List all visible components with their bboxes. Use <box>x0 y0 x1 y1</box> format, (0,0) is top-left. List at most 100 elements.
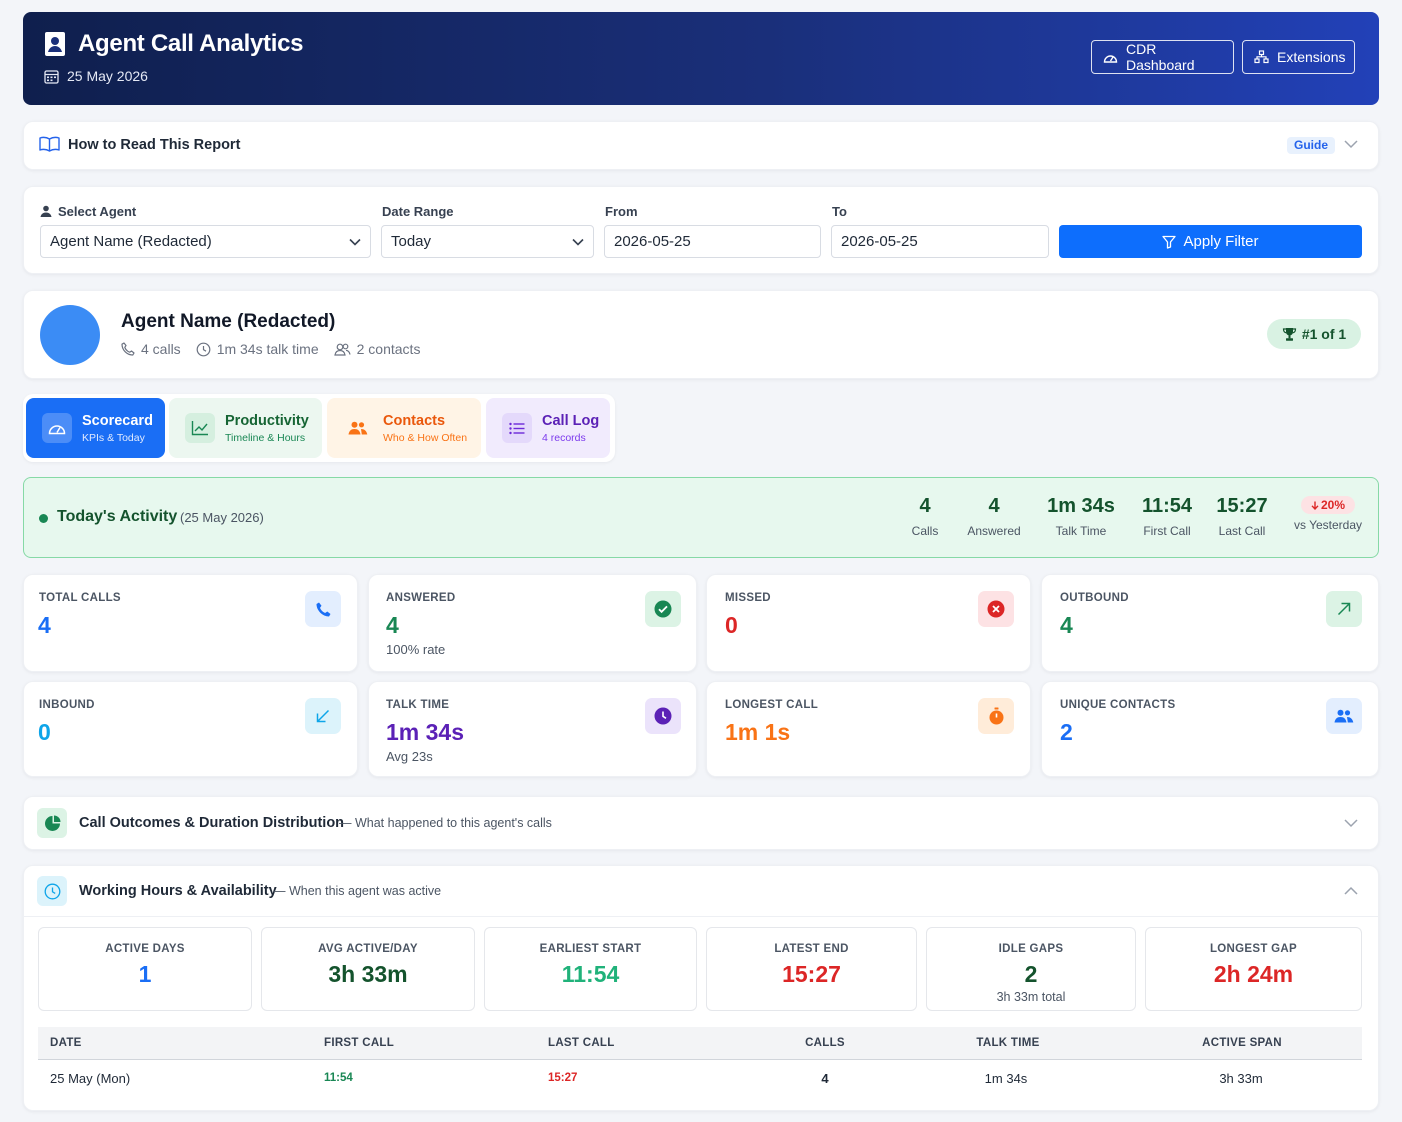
today-first-value: 11:54 <box>1141 495 1193 517</box>
kpi-missed: MISSED 0 <box>706 574 1031 672</box>
longest-gap-card: LONGEST GAP 2h 24m <box>1145 927 1362 1011</box>
chevron-down-icon <box>349 238 361 246</box>
row-date: 25 May (Mon) <box>50 1071 131 1086</box>
tab-contacts[interactable]: Contacts Who & How Often <box>327 398 481 458</box>
page-header <box>23 12 1379 105</box>
contact-card-icon <box>43 31 67 57</box>
extensions-button[interactable]: Extensions <box>1242 40 1355 74</box>
working-hours-subtitle: — When this agent was active <box>273 884 442 898</box>
trophy-icon <box>1282 327 1297 342</box>
outcomes-title: Call Outcomes & Duration Distribution <box>79 815 345 831</box>
row-talk-time: 1m 34s <box>984 1071 1028 1086</box>
chevron-down-icon <box>572 238 584 246</box>
today-answered-value: 4 <box>988 495 1000 517</box>
check-circle-icon <box>645 591 681 627</box>
tab-productivity[interactable]: Productivity Timeline & Hours <box>169 398 322 458</box>
date-range-select[interactable]: Today <box>381 225 594 258</box>
hierarchy-icon <box>1254 50 1269 64</box>
avatar <box>40 305 100 365</box>
change-badge: 20% <box>1301 496 1355 514</box>
guide-title: How to Read This Report <box>68 137 241 153</box>
row-calls: 4 <box>821 1071 829 1086</box>
agent-summary-card <box>23 290 1379 379</box>
from-date-input[interactable]: 2026-05-25 <box>604 225 821 258</box>
to-date-input[interactable]: 2026-05-25 <box>831 225 1049 258</box>
calendar-icon <box>44 69 59 84</box>
cdr-dashboard-button[interactable]: CDR Dashboard <box>1091 40 1234 74</box>
gauge-icon <box>1103 51 1118 64</box>
kpi-total-calls: TOTAL CALLS 4 <box>23 574 358 672</box>
list-icon <box>502 413 532 443</box>
avg-active-card: AVG ACTIVE/DAY 3h 33m <box>261 927 475 1011</box>
user-icon <box>40 205 52 217</box>
arrow-up-right-icon <box>1326 591 1362 627</box>
clock-icon <box>196 342 211 357</box>
chevron-down-icon[interactable] <box>1344 819 1358 828</box>
today-last-label: Last Call <box>1218 524 1266 538</box>
agent-meta: 4 calls 1m 34s talk time 2 contacts <box>121 341 420 357</box>
apply-filter-button[interactable]: Apply Filter <box>1059 225 1362 258</box>
date-range-label: Date Range <box>382 204 454 219</box>
col-date: DATE <box>50 1037 82 1049</box>
agent-select-label: Select Agent <box>58 204 137 219</box>
latest-end-card: LATEST END 15:27 <box>706 927 917 1011</box>
active-days-card: ACTIVE DAYS 1 <box>38 927 252 1011</box>
table-row <box>38 1060 1362 1096</box>
clock-icon <box>37 876 67 906</box>
phone-icon <box>305 591 341 627</box>
row-first-call: 11:54 <box>324 1072 353 1084</box>
chevron-up-icon[interactable] <box>1344 886 1358 895</box>
kpi-outbound: OUTBOUND 4 <box>1041 574 1379 672</box>
col-active-span: ACTIVE SPAN <box>1202 1037 1282 1049</box>
col-talk-time: TALK TIME <box>976 1037 1040 1049</box>
line-chart-icon <box>185 413 215 443</box>
phone-icon <box>121 342 135 356</box>
chevron-down-icon[interactable] <box>1344 140 1358 149</box>
today-activity-banner <box>23 477 1379 558</box>
today-first-label: First Call <box>1143 524 1191 538</box>
kpi-inbound: INBOUND 0 <box>23 681 358 777</box>
col-last-call: LAST CALL <box>548 1037 615 1049</box>
report-guide-panel[interactable] <box>23 121 1379 170</box>
page-title: Agent Call Analytics <box>78 30 304 57</box>
tab-call-log[interactable]: Call Log 4 records <box>486 398 610 458</box>
tab-scorecard[interactable]: Scorecard KPIs & Today <box>26 398 165 458</box>
guide-badge: Guide <box>1287 137 1336 154</box>
people-icon <box>333 343 351 356</box>
arrow-down-icon <box>1311 501 1319 510</box>
working-hours-header[interactable] <box>23 865 1379 917</box>
working-hours-title: Working Hours & Availability <box>79 883 277 899</box>
clock-icon <box>645 698 681 734</box>
report-date: 25 May 2026 <box>67 68 148 84</box>
call-outcomes-section[interactable] <box>23 796 1379 850</box>
col-first-call: FIRST CALL <box>324 1037 395 1049</box>
change-label: vs Yesterday <box>1293 518 1363 532</box>
today-date: (25 May 2026) <box>180 510 264 525</box>
kpi-answered: ANSWERED 4 100% rate <box>368 574 697 672</box>
pie-chart-icon <box>37 808 67 838</box>
today-talk-label: Talk Time <box>1055 524 1107 538</box>
today-title: Today's Activity <box>57 508 178 525</box>
arrow-down-left-icon <box>305 698 341 734</box>
row-last-call: 15:27 <box>548 1072 578 1084</box>
today-last-value: 15:27 <box>1216 495 1268 517</box>
status-dot <box>39 514 48 523</box>
to-label: To <box>832 204 847 219</box>
people-icon <box>343 413 373 443</box>
agent-name: Agent Name (Redacted) <box>121 311 336 332</box>
gauge-icon <box>42 413 72 443</box>
agent-select[interactable]: Agent Name (Redacted) <box>40 225 371 258</box>
row-active-span: 3h 33m <box>1219 1071 1263 1086</box>
today-talk-value: 1m 34s <box>1047 495 1115 517</box>
table-header <box>38 1027 1362 1060</box>
col-calls: CALLS <box>805 1037 845 1049</box>
kpi-unique-contacts: UNIQUE CONTACTS 2 <box>1041 681 1379 777</box>
outcomes-subtitle: — What happened to this agent's calls <box>339 816 552 830</box>
rank-badge: #1 of 1 <box>1267 319 1361 349</box>
filter-icon <box>1162 235 1177 249</box>
people-icon <box>1326 698 1362 734</box>
stopwatch-icon <box>978 698 1014 734</box>
today-answered-label: Answered <box>967 524 1021 538</box>
idle-gaps-card: IDLE GAPS 2 3h 33m total <box>926 927 1136 1011</box>
earliest-start-card: EARLIEST START 11:54 <box>484 927 697 1011</box>
